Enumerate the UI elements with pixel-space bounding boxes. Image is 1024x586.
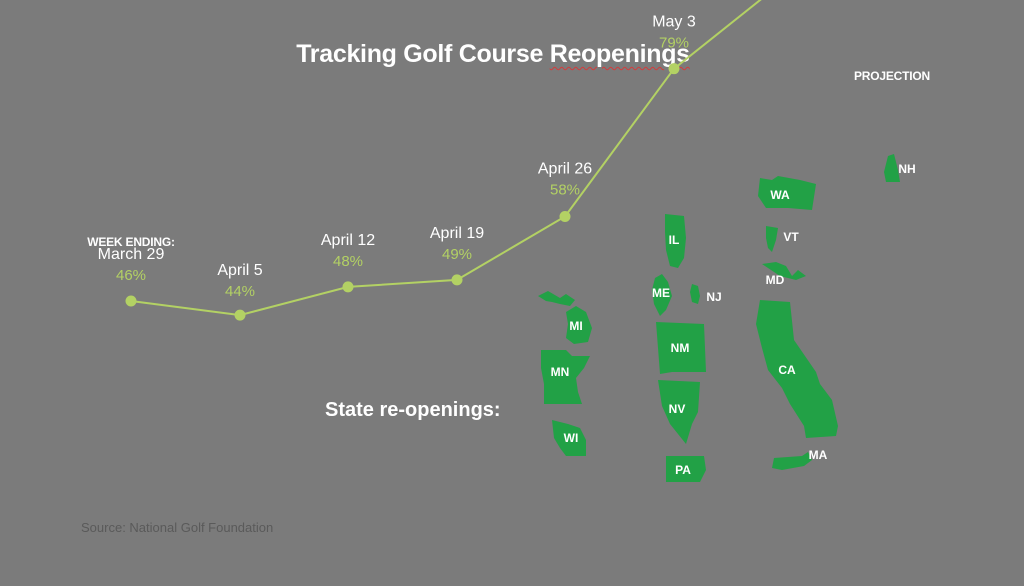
- state-label-ma: MA: [809, 448, 828, 462]
- data-point: [125, 295, 137, 307]
- state-shape-nv: [658, 380, 700, 444]
- state-shape-nm: [656, 322, 706, 374]
- state-label-mn: MN: [551, 365, 570, 379]
- state-label-nh: NH: [898, 162, 915, 176]
- state-reopenings-label: State re-openings:: [325, 399, 501, 421]
- state-label-ca: CA: [778, 363, 796, 377]
- data-label: 58%: [550, 182, 580, 199]
- state-label-wi: WI: [564, 431, 579, 445]
- x-category-label: May 3: [652, 14, 696, 31]
- projection-label: PROJECTION: [853, 69, 930, 83]
- state-shape-ma: [772, 452, 812, 470]
- data-point: [668, 63, 680, 75]
- chart-title-flagged-word: Reopenings: [549, 40, 690, 68]
- state-label-vt: VT: [783, 230, 799, 244]
- x-category-label: April 19: [430, 225, 484, 242]
- chart-title: Tracking Golf Course Reopenings: [0, 40, 986, 69]
- state-label-nm: NM: [671, 341, 690, 355]
- data-label: 48%: [333, 253, 363, 270]
- state-shape-vt: [766, 226, 778, 252]
- state-label-nv: NV: [669, 402, 686, 416]
- state-label-nj: NJ: [706, 290, 721, 304]
- data-point: [342, 281, 354, 293]
- state-shape-pa: [666, 456, 706, 482]
- data-point: [559, 211, 571, 223]
- data-point: [451, 274, 463, 286]
- state-label-me: ME: [652, 286, 670, 300]
- state-shape-me: [652, 274, 672, 316]
- x-category-label: April 12: [321, 232, 375, 249]
- state-label-mi: MI: [569, 319, 582, 333]
- week-ending-label: WEEK ENDING:: [87, 235, 175, 249]
- state-label-pa: PA: [675, 463, 691, 477]
- x-category-label: April 5: [217, 262, 262, 279]
- data-point: [234, 309, 246, 321]
- state-shape-md: [762, 262, 806, 280]
- state-shape-mi: [538, 291, 592, 344]
- state-shape-nj: [690, 284, 700, 304]
- x-category-label: March 29: [98, 246, 165, 263]
- chart-title-text: Tracking Golf Course: [296, 40, 550, 68]
- state-label-md: MD: [766, 273, 785, 287]
- state-shape-il: [665, 214, 686, 268]
- state-shape-nh: [884, 154, 900, 182]
- state-label-wa: WA: [770, 188, 790, 202]
- data-label: 44%: [225, 283, 255, 300]
- data-label: 49%: [442, 246, 472, 263]
- state-shape-mn: [541, 350, 590, 404]
- data-label: 46%: [116, 267, 146, 284]
- state-label-il: IL: [669, 233, 680, 247]
- state-shape-ca: [756, 300, 838, 438]
- state-shape-wi: [552, 420, 586, 456]
- data-label: 79%: [659, 35, 689, 52]
- state-shape-wa: [758, 176, 816, 210]
- x-category-label: April 26: [538, 161, 592, 178]
- source-note: Source: National Golf Foundation: [81, 520, 274, 535]
